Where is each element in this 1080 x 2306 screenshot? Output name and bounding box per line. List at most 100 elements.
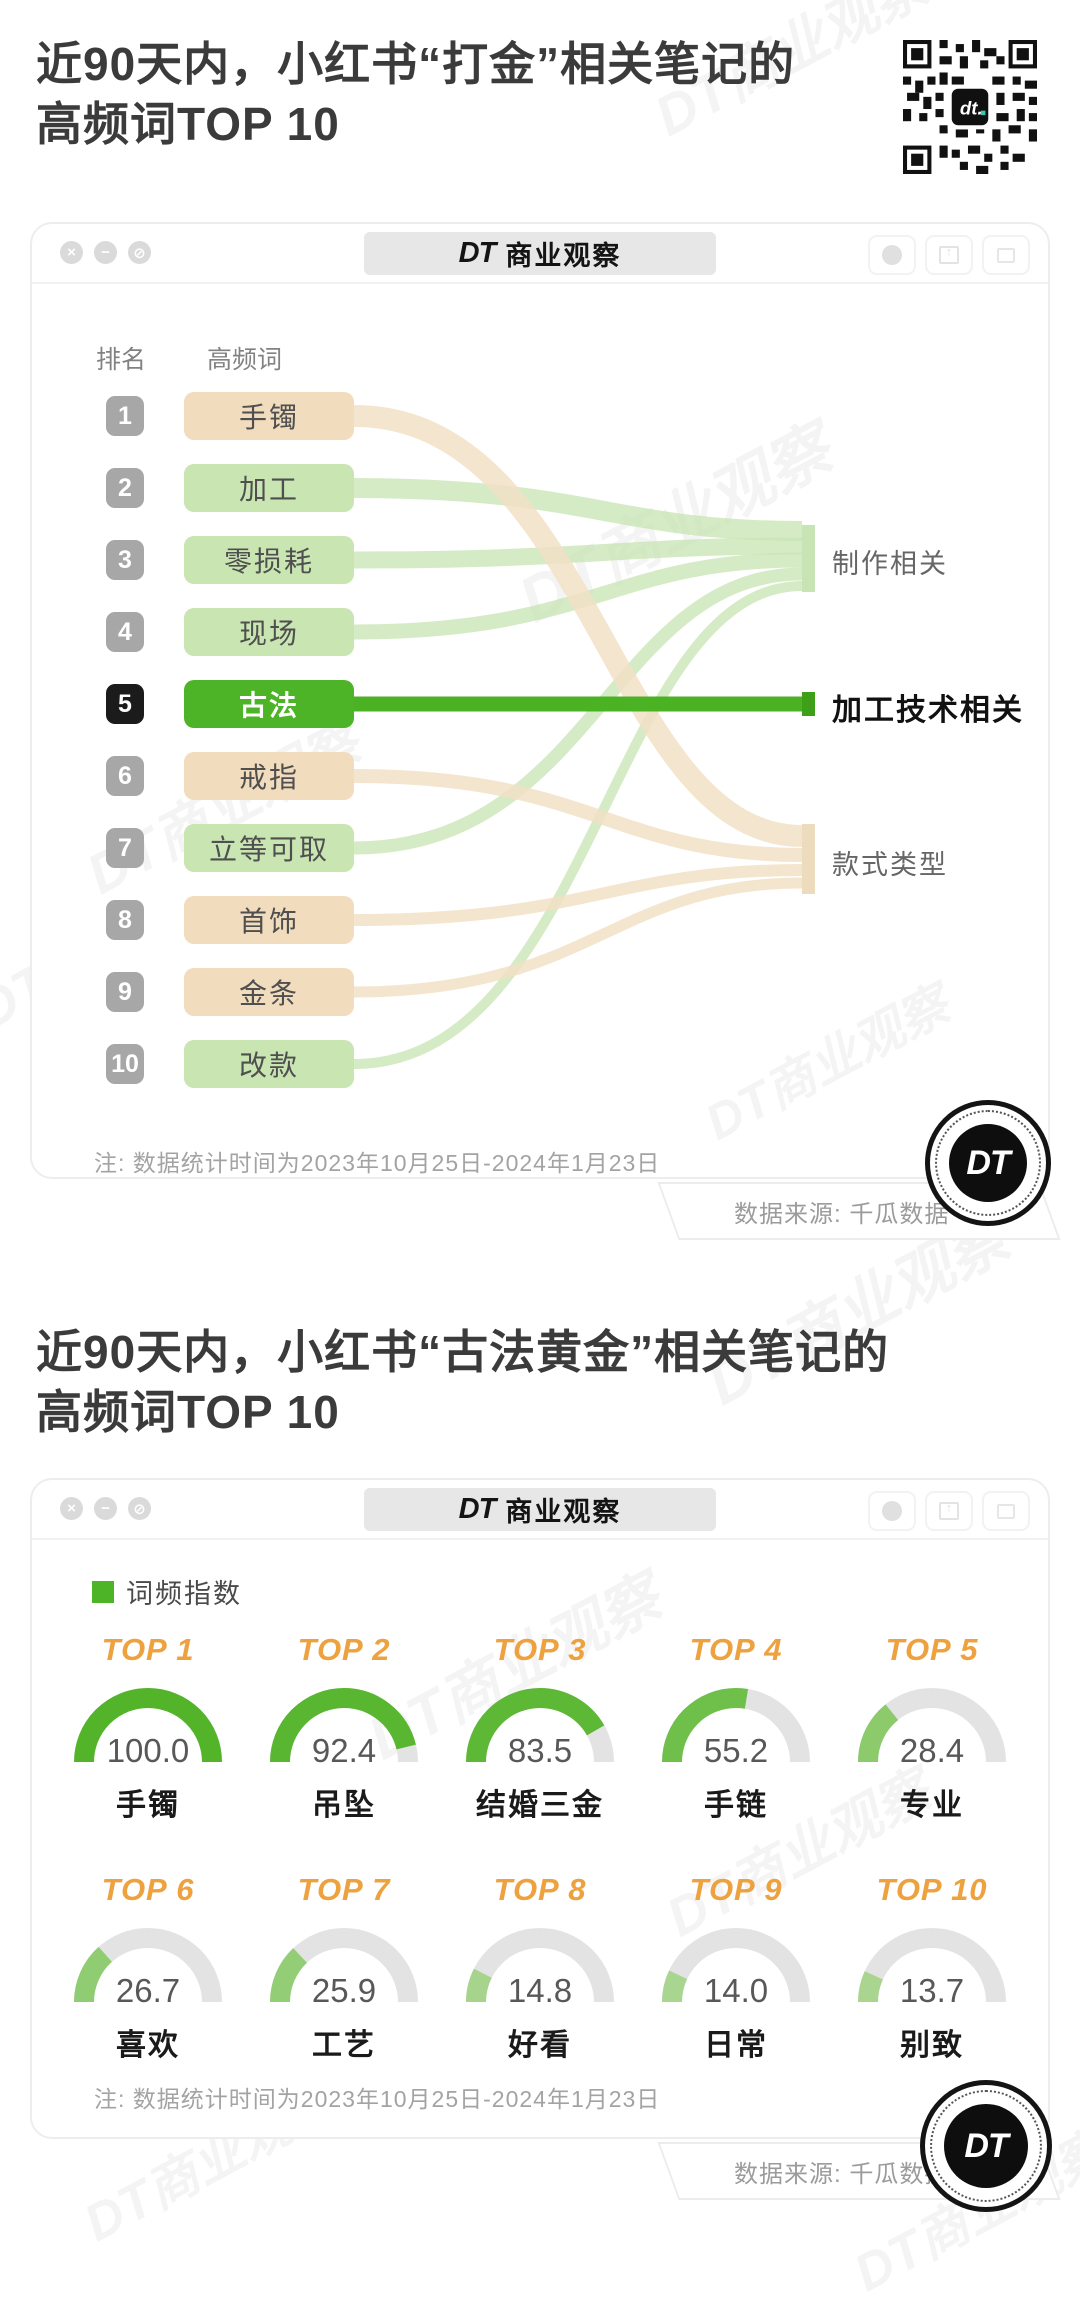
source-ribbon: 数据来源: 千瓜数据 [657,2142,1061,2200]
data-period-note: 注: 数据统计时间为2023年10月25日-2024年1月23日 [94,2086,661,2112]
gauge-row-1: TOP 1 100.0 手镯 TOP 2 92.4 吊坠 TOP 3 83.5 … [50,1632,1030,1824]
gauge: TOP 4 55.2 手链 [641,1632,831,1824]
rank-badge: 1 [106,396,144,436]
close-icon[interactable]: × [60,241,83,264]
word-pill: 现场 [184,608,354,656]
word-pill: 加工 [184,464,354,512]
source-ribbon: 数据来源: 千瓜数据 [657,1182,1061,1240]
section1-title-line2: 高频词TOP 10 [36,98,340,150]
no-entry-icon[interactable]: ⊘ [128,1497,151,1520]
word-pill: 改款 [184,1040,354,1088]
gauge: TOP 1 100.0 手镯 [53,1632,243,1824]
copy-button[interactable] [982,235,1030,275]
dt-logo-text: DT [944,2104,1028,2188]
share-icon: ↑ [939,245,959,264]
word-pill: 古法 [184,680,354,728]
rank-badge: 10 [106,1044,144,1084]
dt-logo-text: DT [949,1124,1027,1202]
record-button[interactable] [868,235,916,275]
gauge-word: 手链 [704,1789,768,1822]
copy-icon [997,1499,1020,1519]
brand-name: 商业观察 [505,1497,622,1527]
word-pill: 立等可取 [184,824,354,872]
node-technique [802,692,815,716]
brand-name: 商业观察 [505,241,622,271]
data-source-label: 数据来源: 千瓜数据 [734,2160,950,2188]
copy-button[interactable] [982,1491,1030,1531]
gauge-rank-label: TOP 9 [689,1872,783,1907]
close-icon[interactable]: × [60,1497,83,1520]
gauge-value: 26.7 [115,1972,181,2009]
rank-badge: 5 [106,684,144,724]
word-pill: 戒指 [184,752,354,800]
sankey-flows [353,405,815,1069]
node-style [802,824,815,894]
gauge: TOP 6 26.7 喜欢 [53,1872,243,2064]
section1-title: 近90天内，小红书“打金”相关笔记的 高频词TOP 10 [36,34,795,154]
legend-swatch [92,1580,114,1603]
gauge: TOP 2 92.4 吊坠 [249,1632,439,1824]
qr-center-logo: dt. [960,98,983,119]
rank-badge: 9 [106,972,144,1012]
word-pill: 首饰 [184,896,354,944]
gauge-rank-label: TOP 1 [101,1632,195,1667]
data-period-note: 注: 数据统计时间为2023年10月25日-2024年1月23日 [94,1150,661,1176]
node-making [802,525,815,592]
share-button[interactable]: ↑ [925,1491,973,1531]
minimize-icon[interactable]: − [94,241,117,264]
minimize-icon[interactable]: − [94,1497,117,1520]
gauge: TOP 5 28.4 专业 [837,1632,1027,1824]
no-entry-icon[interactable]: ⊘ [128,241,151,264]
gauge: TOP 3 83.5 结婚三金 [445,1632,635,1824]
gauge: TOP 8 14.8 好看 [445,1872,635,2064]
rank-badge: 8 [106,900,144,940]
gauge-word: 日常 [704,2029,768,2062]
category-label-making: 制作相关 [832,549,948,579]
gauge-rank-label: TOP 4 [689,1632,783,1667]
gauge-word: 喜欢 [116,2029,180,2062]
share-icon: ↑ [939,1501,959,1520]
window-titlebar: × − ⊘ DT 商业观察 ↑ [32,1480,1048,1540]
gauge-word: 好看 [508,2029,572,2062]
gauge-word: 工艺 [312,2029,376,2062]
section1-title-line1: 近90天内，小红书“打金”相关笔记的 [36,38,796,90]
gauge-value: 14.8 [507,1972,573,2009]
word-pill: 金条 [184,968,354,1016]
section2-title-line2: 高频词TOP 10 [36,1386,340,1438]
gauge: TOP 10 13.7 别致 [837,1872,1027,2064]
rank-badge: 2 [106,468,144,508]
gauge-word: 专业 [900,1789,964,1822]
share-button[interactable]: ↑ [925,235,973,275]
gauge-rank-label: TOP 3 [493,1632,587,1667]
gauge-rank-label: TOP 5 [885,1632,979,1667]
window-brand-pill: DT 商业观察 [364,232,716,275]
gauge-value: 13.7 [899,1972,965,2009]
gauge: TOP 9 14.0 日常 [641,1872,831,2064]
qr-code: dt. [903,40,1037,174]
window-brand-pill: DT 商业观察 [364,1488,716,1531]
gauge-rank-label: TOP 10 [876,1872,988,1907]
gauge-word: 手镯 [116,1789,180,1822]
rank-badge: 7 [106,828,144,868]
category-label-style: 款式类型 [832,850,948,880]
gauge-value: 83.5 [507,1732,573,1769]
section2-title-line1: 近90天内，小红书“古法黄金”相关笔记的 [36,1326,890,1378]
gauge-rank-label: TOP 2 [297,1632,391,1667]
record-icon [882,1501,902,1521]
gauge: TOP 7 25.9 工艺 [249,1872,439,2064]
gauge-value: 25.9 [311,1972,377,2009]
rank-badge: 3 [106,540,144,580]
column-header-rank: 排名 [96,346,147,374]
gauge-value: 100.0 [106,1732,190,1769]
gauge-rank-label: TOP 7 [297,1872,391,1907]
record-button[interactable] [868,1491,916,1531]
dt-logo: DT [925,1100,1051,1226]
word-pill: 手镯 [184,392,354,440]
section2-title: 近90天内，小红书“古法黄金”相关笔记的 高频词TOP 10 [36,1322,889,1442]
rank-badge: 4 [106,612,144,652]
category-label-technique: 加工技术相关 [832,694,1024,727]
gauge-word: 别致 [900,2029,964,2062]
gauge-word: 结婚三金 [476,1789,604,1822]
